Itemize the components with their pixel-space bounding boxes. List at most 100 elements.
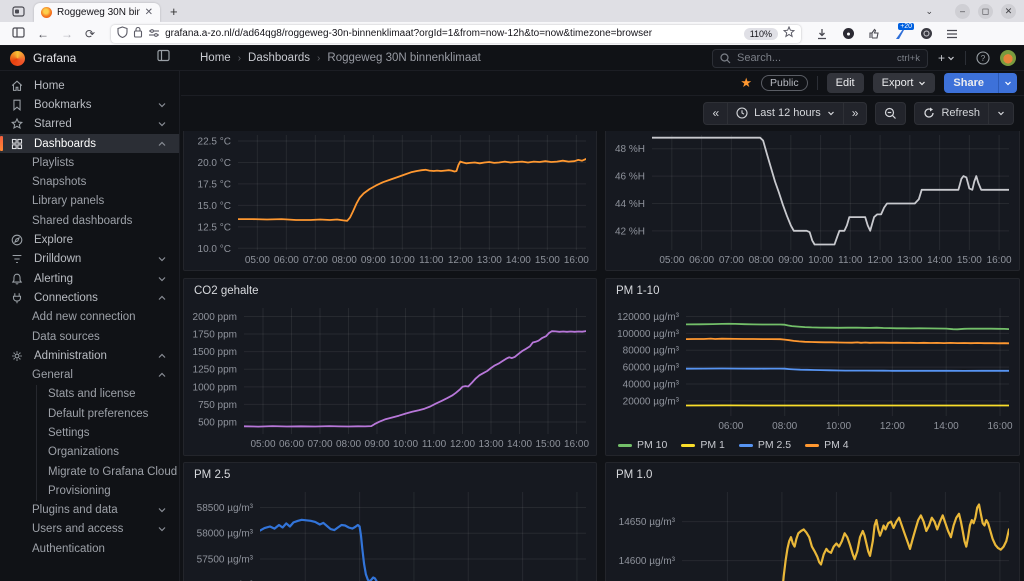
back-button[interactable]: ← — [37, 26, 49, 41]
window-minimize-button[interactable]: – — [955, 3, 970, 19]
sidebar-item-administration[interactable]: Administration — [0, 346, 179, 365]
url-text[interactable]: grafana.a-zo.nl/d/ad64qg8/roggeweg-30n-b… — [165, 28, 653, 39]
shield-icon[interactable] — [117, 25, 128, 43]
extension-b-icon[interactable] — [867, 27, 881, 41]
window-close-button[interactable]: ✕ — [1001, 3, 1016, 19]
chevron-up-icon[interactable] — [157, 140, 167, 148]
sidebar-item-users-and-access[interactable]: Users and access — [0, 520, 179, 539]
firefox-view-icon[interactable] — [6, 3, 30, 19]
sidebar-item-stats-and-license[interactable]: Stats and license — [36, 384, 179, 405]
legend-item-pm-10[interactable]: PM 10 — [618, 439, 667, 451]
sidebar-item-general[interactable]: General — [0, 365, 179, 384]
share-label[interactable]: Share — [953, 77, 984, 89]
sidebar-item-authentication[interactable]: Authentication — [0, 539, 179, 558]
new-tab-button[interactable]: + — [170, 3, 178, 19]
chevron-up-icon[interactable] — [157, 294, 167, 302]
downloads-icon[interactable] — [815, 27, 829, 41]
time-range-picker[interactable]: Last 12 hours — [727, 102, 843, 124]
list-tabs-chevron-icon[interactable]: ⌄ — [925, 5, 933, 16]
dock-menu-icon[interactable] — [157, 49, 170, 67]
y-axis-tick-label: 120000 µg/m³ — [617, 312, 680, 323]
chevron-up-icon[interactable] — [157, 371, 167, 379]
sidebar-item-organizations[interactable]: Organizations — [36, 442, 179, 462]
chart-svg-humidity[interactable]: 48 %H 46 %H 44 %H 42 %H 05:00 06:00 07:00 08:00… — [610, 131, 1015, 267]
sidebar-item-drilldown[interactable]: Drilldown — [0, 250, 179, 269]
breadcrumb-home[interactable]: Home — [200, 52, 231, 64]
panel-title[interactable]: PM 1.0 — [616, 469, 653, 481]
sidebar-item-provisioning[interactable]: Provisioning — [36, 481, 179, 501]
sidebar-item-explore[interactable]: Explore — [0, 230, 179, 249]
panel-title[interactable]: CO2 gehalte — [194, 285, 259, 297]
refresh-button[interactable]: Refresh — [915, 103, 988, 124]
url-bar[interactable]: grafana.a-zo.nl/d/ad64qg8/roggeweg-30n-b… — [111, 24, 802, 43]
reload-button[interactable]: ⟳ — [85, 26, 96, 41]
sidebar-item-dashboards[interactable]: Dashboards — [0, 133, 179, 154]
sidebar-item-default-preferences[interactable]: Default preferences — [36, 404, 179, 424]
browser-tab[interactable]: Roggeweg 30N binnenkli ✕ — [34, 3, 160, 22]
refresh-interval-chevron-icon[interactable] — [988, 102, 1013, 124]
chart-svg-pm10[interactable]: 14650 µg/m³ 14600 µg/m³ — [610, 488, 1015, 581]
chevron-down-icon[interactable] — [157, 120, 167, 128]
sidebar-toggle-icon[interactable] — [12, 26, 25, 42]
co2-chart[interactable]: 2000 ppm 1750 ppm 1500 ppm 1250 ppm 1000 ppm… — [188, 304, 592, 451]
sidebar-item-add-new-connection[interactable]: Add new connection — [0, 308, 179, 327]
sidebar-item-library-panels[interactable]: Library panels — [0, 192, 179, 211]
panel-title[interactable]: PM 1-10 — [616, 285, 660, 297]
zoom-level-badge[interactable]: 110% — [743, 27, 779, 40]
breadcrumb-dashboards[interactable]: Dashboards — [248, 52, 311, 64]
sidebar-item-data-sources[interactable]: Data sources — [0, 327, 179, 346]
chevron-up-icon[interactable] — [157, 352, 167, 360]
window-maximize-button[interactable]: ◻ — [978, 3, 993, 19]
tab-close-icon[interactable]: ✕ — [144, 7, 153, 18]
sidebar-item-settings[interactable]: Settings — [36, 423, 179, 443]
menu-icon[interactable] — [945, 27, 959, 41]
permissions-icon[interactable] — [148, 25, 160, 43]
legend-item-pm-4[interactable]: PM 4 — [805, 439, 849, 451]
share-dropdown-chevron-icon[interactable] — [998, 73, 1017, 93]
time-shift-back-button[interactable]: « — [712, 106, 720, 120]
sidebar-item-alerting[interactable]: Alerting — [0, 269, 179, 288]
pm110-chart[interactable]: 120000 µg/m³ 100000 µg/m³ 80000 µg/m³ 60000… — [610, 304, 1015, 433]
time-shift-forward-button[interactable]: » — [842, 102, 867, 124]
chart-svg-pm110[interactable]: 120000 µg/m³ 100000 µg/m³ 80000 µg/m³ 60000… — [610, 304, 1015, 433]
add-new-button[interactable]: + — [938, 51, 955, 65]
sidebar-item-starred[interactable]: Starred — [0, 115, 179, 134]
extension-a-icon[interactable]: ● — [841, 27, 855, 41]
sidebar-item-home[interactable]: Home — [0, 76, 179, 95]
chevron-down-icon[interactable] — [157, 525, 167, 533]
lock-icon[interactable] — [133, 25, 143, 43]
chart-svg-co2[interactable]: 2000 ppm 1750 ppm 1500 ppm 1250 ppm 1000 ppm… — [188, 304, 592, 451]
favorite-star-icon[interactable]: ★ — [740, 75, 753, 90]
sidebar-item-snapshots[interactable]: Snapshots — [0, 172, 179, 191]
chevron-down-icon[interactable] — [157, 101, 167, 109]
chevron-down-icon[interactable] — [157, 255, 167, 263]
share-button[interactable]: Share — [944, 73, 1017, 93]
extension-d-icon[interactable] — [919, 27, 933, 41]
panel-title[interactable]: PM 2.5 — [194, 469, 231, 481]
forward-button[interactable]: → — [61, 26, 73, 41]
chart-svg-temperature[interactable]: 22.5 °C 20.0 °C 17.5 °C 15.0 °C 12.5 °C 10.0 … — [188, 131, 592, 267]
export-button[interactable]: Export — [872, 73, 936, 93]
chevron-down-icon[interactable] — [157, 506, 167, 514]
sidebar-item-connections[interactable]: Connections — [0, 288, 179, 307]
sidebar-item-playlists[interactable]: Playlists — [0, 153, 179, 172]
zoom-out-time-button[interactable] — [876, 103, 905, 124]
legend-item-pm-2-5[interactable]: PM 2.5 — [738, 439, 791, 451]
search-input[interactable]: Search... ctrl+k — [711, 48, 928, 68]
sidebar-item-shared-dashboards[interactable]: Shared dashboards — [0, 211, 179, 230]
help-icon[interactable]: ? — [976, 51, 990, 65]
pm10-chart[interactable]: 14650 µg/m³ 14600 µg/m³ — [610, 488, 1015, 581]
sidebar-item-bookmarks[interactable]: Bookmarks — [0, 95, 179, 114]
extension-c-icon[interactable]: +20 — [893, 22, 915, 41]
legend-item-pm-1[interactable]: PM 1 — [681, 439, 725, 451]
temperature-chart[interactable]: 22.5 °C 20.0 °C 17.5 °C 15.0 °C 12.5 °C 10.0 … — [188, 131, 592, 267]
sidebar-item-migrate-to-grafana-cloud[interactable]: Migrate to Grafana Cloud — [36, 461, 179, 482]
edit-button[interactable]: Edit — [826, 73, 864, 93]
chevron-down-icon[interactable] — [157, 275, 167, 283]
sidebar-item-plugins-and-data[interactable]: Plugins and data — [0, 501, 179, 520]
user-avatar[interactable] — [1000, 50, 1016, 66]
humidity-chart[interactable]: 48 %H 46 %H 44 %H 42 %H 05:00 06:00 07:00 08:00… — [610, 131, 1015, 267]
bookmark-star-icon[interactable] — [782, 25, 796, 43]
